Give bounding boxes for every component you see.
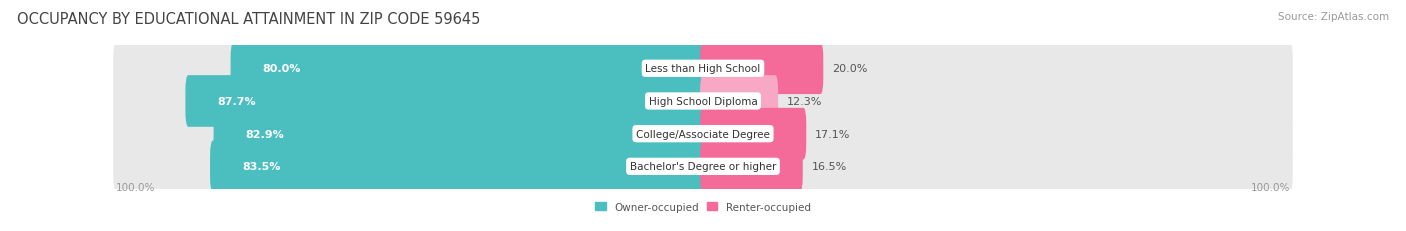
FancyBboxPatch shape <box>114 76 706 127</box>
FancyBboxPatch shape <box>700 76 778 127</box>
FancyBboxPatch shape <box>114 43 706 95</box>
FancyBboxPatch shape <box>114 141 706 192</box>
Legend: Owner-occupied, Renter-occupied: Owner-occupied, Renter-occupied <box>591 198 815 216</box>
FancyBboxPatch shape <box>214 108 706 160</box>
FancyBboxPatch shape <box>700 43 1292 95</box>
FancyBboxPatch shape <box>700 141 803 192</box>
FancyBboxPatch shape <box>186 76 706 127</box>
FancyBboxPatch shape <box>700 108 806 160</box>
FancyBboxPatch shape <box>700 76 1292 127</box>
Text: 17.1%: 17.1% <box>815 129 851 139</box>
Text: 82.9%: 82.9% <box>246 129 284 139</box>
Text: 16.5%: 16.5% <box>811 162 846 172</box>
Text: College/Associate Degree: College/Associate Degree <box>636 129 770 139</box>
Text: 100.0%: 100.0% <box>117 182 156 192</box>
FancyBboxPatch shape <box>700 108 1292 160</box>
FancyBboxPatch shape <box>700 43 824 95</box>
Text: Less than High School: Less than High School <box>645 64 761 74</box>
FancyBboxPatch shape <box>231 43 706 95</box>
Text: 87.7%: 87.7% <box>218 97 256 106</box>
Text: 83.5%: 83.5% <box>242 162 281 172</box>
Text: Source: ZipAtlas.com: Source: ZipAtlas.com <box>1278 12 1389 21</box>
Text: Bachelor's Degree or higher: Bachelor's Degree or higher <box>630 162 776 172</box>
Text: 80.0%: 80.0% <box>263 64 301 74</box>
Text: 12.3%: 12.3% <box>787 97 823 106</box>
FancyBboxPatch shape <box>700 141 1292 192</box>
Text: 100.0%: 100.0% <box>1250 182 1289 192</box>
Text: OCCUPANCY BY EDUCATIONAL ATTAINMENT IN ZIP CODE 59645: OCCUPANCY BY EDUCATIONAL ATTAINMENT IN Z… <box>17 12 481 27</box>
FancyBboxPatch shape <box>209 141 706 192</box>
FancyBboxPatch shape <box>114 108 706 160</box>
Text: High School Diploma: High School Diploma <box>648 97 758 106</box>
Text: 20.0%: 20.0% <box>832 64 868 74</box>
